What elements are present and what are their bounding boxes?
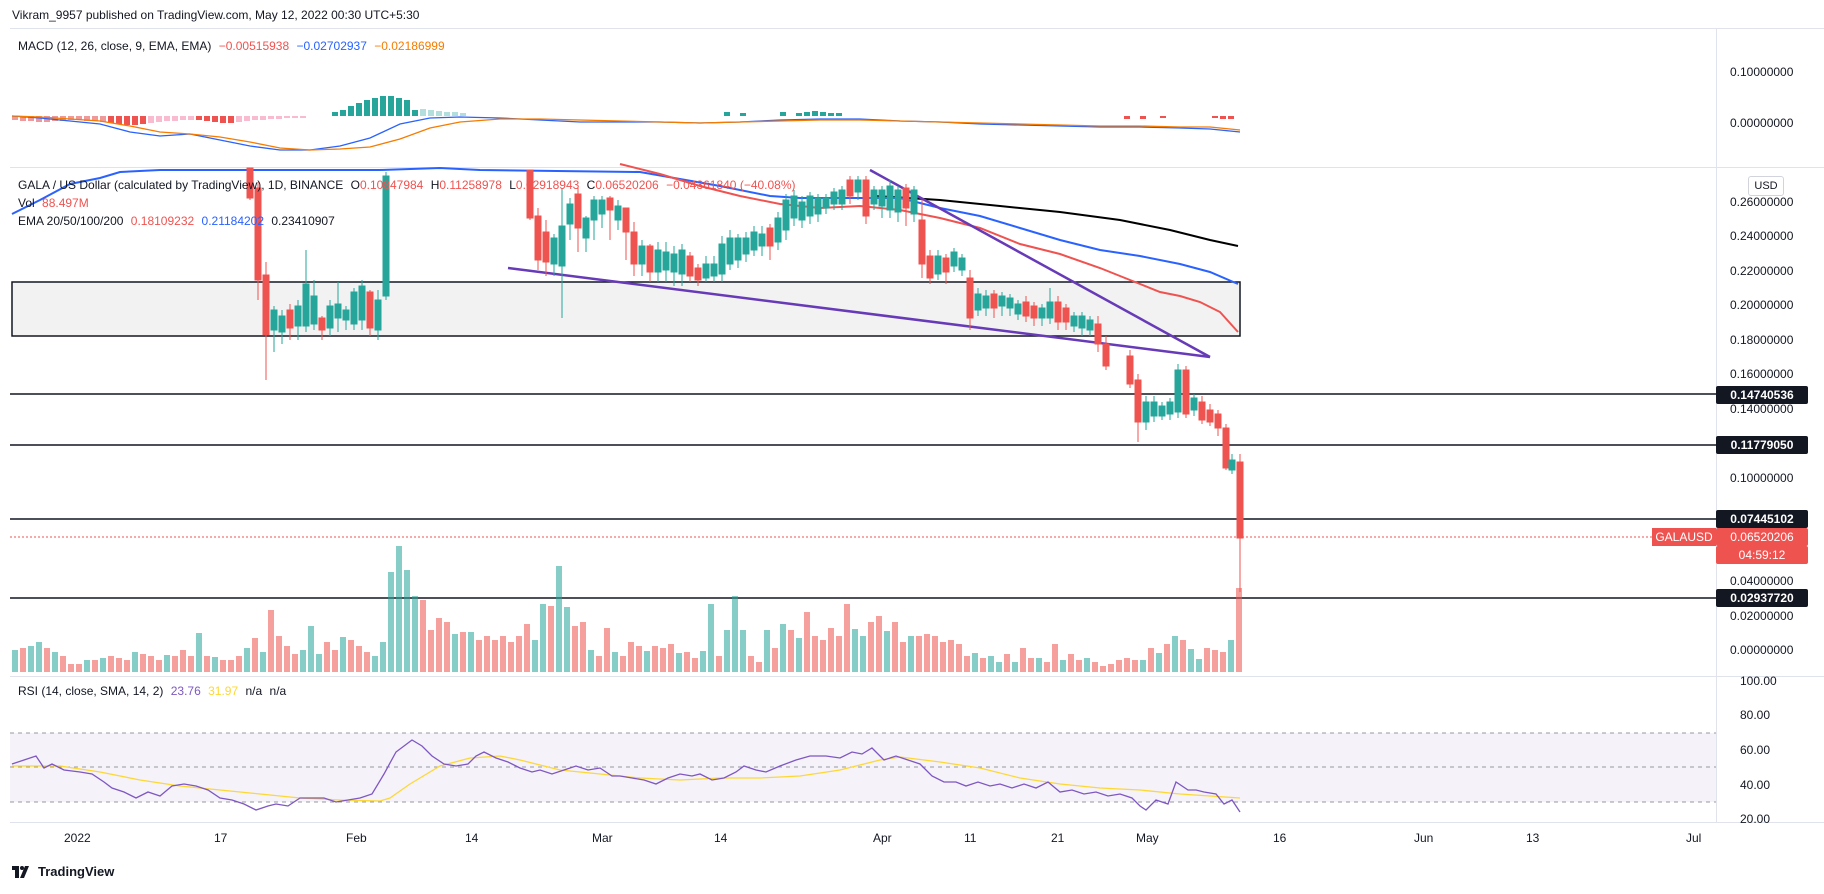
macd-legend[interactable]: MACD (12, 26, close, 9, EMA, EMA) −0.005… <box>18 39 449 53</box>
rsi-tick: 100.00 <box>1740 674 1777 688</box>
rsi-band <box>10 733 1716 802</box>
price-tick: 0.04000000 <box>1730 574 1794 588</box>
close-label: C <box>586 178 596 192</box>
time-tick: Jul <box>1686 831 1702 845</box>
price-tick: 0.24000000 <box>1730 229 1794 243</box>
ema-label: EMA 20/50/100/200 <box>18 214 124 228</box>
time-tick: 14 <box>465 831 479 845</box>
macd-line <box>11 115 1241 151</box>
tradingview-logo[interactable]: TradingView <box>12 864 114 879</box>
level-tag[interactable]: 0.14740536 <box>1716 386 1808 404</box>
rsi-tick: 60.00 <box>1740 743 1771 757</box>
rsi-tick: 80.00 <box>1740 708 1771 722</box>
volume-legend[interactable]: Vol 88.497M <box>18 196 93 210</box>
ema-50-line <box>619 163 1239 333</box>
rsi-tick: 20.00 <box>1740 812 1771 826</box>
rsi-ma-line <box>12 755 1241 802</box>
price-tick: 0.20000000 <box>1730 298 1794 312</box>
price-tick: 0.22000000 <box>1730 264 1794 278</box>
price-tick: 0.00000000 <box>1730 643 1794 657</box>
rsi-legend[interactable]: RSI (14, close, SMA, 14, 2) 23.76 31.97 … <box>18 684 290 698</box>
ema100-value: 0.23410907 <box>271 214 335 228</box>
price-tick: 0.26000000 <box>1730 195 1794 209</box>
volume-label: Vol <box>18 196 35 210</box>
rsi-label: RSI (14, close, SMA, 14, 2) <box>18 684 164 698</box>
descending-trendline[interactable] <box>869 168 1211 359</box>
price-tick: 0.14000000 <box>1730 402 1794 416</box>
price-tick: 0.16000000 <box>1730 367 1794 381</box>
ema50-value: 0.21184202 <box>201 214 265 228</box>
ema-legend[interactable]: EMA 20/50/100/200 0.18109232 0.21184202 … <box>18 214 339 228</box>
low-value: 0.02918943 <box>515 178 580 192</box>
symbol-legend[interactable]: GALA / US Dollar (calculated by TradingV… <box>18 178 800 192</box>
ema-200-line <box>875 195 1239 247</box>
rsi-value: 23.76 <box>170 684 201 698</box>
lower-trendline[interactable] <box>507 266 1211 359</box>
macd-tick: 0.10000000 <box>1730 65 1794 79</box>
rsi-tick: 40.00 <box>1740 778 1771 792</box>
macd-signal-value: −0.02186999 <box>374 39 445 53</box>
change-value: −0.04361840 (−40.08%) <box>666 178 796 192</box>
macd-signal-line <box>11 115 1241 151</box>
time-axis-divider <box>10 822 1824 823</box>
volume-bars <box>12 546 1242 672</box>
currency-button[interactable]: USD <box>1748 176 1784 196</box>
macd-label: MACD (12, 26, close, 9, EMA, EMA) <box>18 39 212 53</box>
rsi-bb-upper: n/a <box>245 684 263 698</box>
last-price-tag: 0.06520206 <box>1716 528 1808 546</box>
time-tick: 16 <box>1273 831 1287 845</box>
price-axis-divider <box>1716 28 1717 822</box>
time-tick: 17 <box>214 831 228 845</box>
main-panel-top <box>10 167 1824 168</box>
level-tag[interactable]: 0.07445102 <box>1716 510 1808 528</box>
high-label: H <box>430 178 440 192</box>
open-label: O <box>350 178 360 192</box>
rsi-line <box>11 739 1241 813</box>
time-tick: 13 <box>1526 831 1540 845</box>
rsi-ma-value: 31.97 <box>208 684 239 698</box>
time-tick: 21 <box>1051 831 1065 845</box>
level-tag[interactable]: 0.11779050 <box>1716 436 1808 454</box>
ema-100-line <box>11 166 1239 285</box>
price-tick: 0.18000000 <box>1730 333 1794 347</box>
time-tick: 14 <box>714 831 728 845</box>
macd-panel-top <box>10 28 1824 29</box>
time-tick: Jun <box>1414 831 1434 845</box>
time-tick: May <box>1136 831 1159 845</box>
price-tick: 0.02000000 <box>1730 609 1794 623</box>
time-tick: Feb <box>346 831 367 845</box>
countdown-tag: 04:59:12 <box>1716 546 1808 564</box>
ema20-value: 0.18109232 <box>130 214 195 228</box>
macd-hist-value: −0.00515938 <box>218 39 290 53</box>
volume-value: 88.497M <box>42 196 89 210</box>
publisher-line: Vikram_9957 published on TradingView.com… <box>12 8 420 22</box>
open-value: 0.10847984 <box>359 178 424 192</box>
level-tag[interactable]: 0.02937720 <box>1716 589 1808 607</box>
symbol-tag: GALAUSD <box>1652 528 1716 546</box>
symbol-title: GALA / US Dollar (calculated by TradingV… <box>18 178 344 192</box>
rsi-bb-lower: n/a <box>269 684 287 698</box>
tradingview-logo-icon <box>12 865 29 878</box>
candles <box>246 167 1244 592</box>
high-value: 0.11258978 <box>439 178 502 192</box>
low-label: L <box>509 178 516 192</box>
macd-tick: 0.00000000 <box>1730 116 1794 130</box>
time-tick: Mar <box>592 831 613 845</box>
macd-value: −0.02702937 <box>296 39 367 53</box>
price-tick: 0.10000000 <box>1730 471 1794 485</box>
time-tick: Apr <box>873 831 892 845</box>
time-tick: 11 <box>964 831 977 845</box>
rsi-panel-top <box>10 676 1824 677</box>
time-tick: 2022 <box>64 831 91 845</box>
brand-name: TradingView <box>38 864 115 879</box>
close-value: 0.06520206 <box>595 178 659 192</box>
